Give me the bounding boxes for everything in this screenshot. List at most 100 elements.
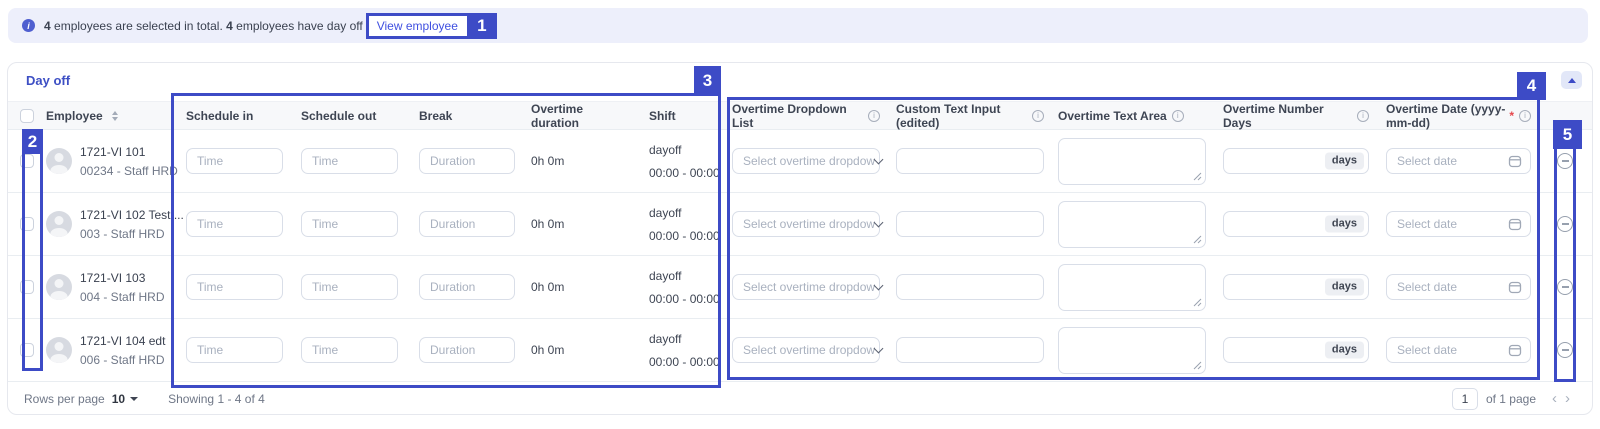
calendar-icon[interactable] xyxy=(1508,217,1522,231)
overtime-date-input[interactable] xyxy=(1386,274,1531,300)
days-suffix: days xyxy=(1324,152,1364,170)
next-page-button[interactable]: › xyxy=(1565,390,1570,407)
remove-row-button[interactable] xyxy=(1557,279,1573,295)
remove-row-button[interactable] xyxy=(1557,342,1573,358)
overtime-days-input[interactable] xyxy=(1223,337,1369,363)
schedule-out-input[interactable] xyxy=(301,274,398,300)
table-row: 1721-VI 104 edt 006 - Staff HRD 0h 0m da… xyxy=(8,319,1592,382)
info-icon[interactable]: i xyxy=(1171,109,1184,122)
select-all-checkbox[interactable] xyxy=(20,108,34,123)
info-icon[interactable]: i xyxy=(1357,109,1369,122)
break-input[interactable] xyxy=(419,211,515,237)
annotation-box-3: 3 xyxy=(171,66,721,388)
overtime-duration-value: 0h 0m xyxy=(531,154,565,168)
showing-text: Showing 1 - 4 of 4 xyxy=(168,391,265,406)
shift-hours: 00:00 - 00:00 xyxy=(649,291,720,306)
overtime-dropdown[interactable]: Select overtime dropdow xyxy=(732,211,884,237)
shift-hours: 00:00 - 00:00 xyxy=(649,228,720,243)
info-icon: i xyxy=(22,19,35,32)
custom-text-input[interactable] xyxy=(896,337,1044,363)
employee-code: 004 - Staff HRD xyxy=(80,289,165,304)
schedule-in-input[interactable] xyxy=(186,148,283,174)
overtime-textarea[interactable] xyxy=(1058,200,1206,248)
pagination: of 1 page ‹ › xyxy=(1451,382,1570,415)
avatar xyxy=(46,274,72,300)
sort-icon[interactable] xyxy=(111,110,118,121)
overtime-textarea[interactable] xyxy=(1058,263,1206,311)
header-schedule-in: Schedule in xyxy=(186,108,254,123)
overtime-duration-value: 0h 0m xyxy=(531,343,565,357)
schedule-out-input[interactable] xyxy=(301,337,398,363)
banner-text: 4 employees are selected in total. 4 emp… xyxy=(44,19,363,33)
schedule-out-input[interactable] xyxy=(301,211,398,237)
avatar xyxy=(46,337,72,363)
banner-segment-2: employees have day off xyxy=(236,18,363,33)
custom-text-input[interactable] xyxy=(896,148,1044,174)
header-overtime-duration: Overtime duration xyxy=(531,101,584,130)
selected-count: 4 xyxy=(44,18,51,33)
table-row: 1721-VI 103 004 - Staff HRD 0h 0m dayoff… xyxy=(8,256,1592,319)
overtime-dropdown[interactable]: Select overtime dropdow xyxy=(732,337,884,363)
break-input[interactable] xyxy=(419,337,515,363)
page-number-input[interactable] xyxy=(1451,387,1478,410)
calendar-icon[interactable] xyxy=(1508,343,1522,357)
overtime-date-input[interactable] xyxy=(1386,337,1531,363)
custom-text-input[interactable] xyxy=(896,274,1044,300)
dayoff-count: 4 xyxy=(226,18,233,33)
annotation-box-5: 5 xyxy=(1553,120,1582,382)
overtime-textarea[interactable] xyxy=(1058,326,1206,374)
resize-handle-icon xyxy=(1193,298,1202,306)
header-shift: Shift xyxy=(649,108,676,123)
header-employee: Employee xyxy=(46,108,103,123)
overtime-dropdown[interactable]: Select overtime dropdow xyxy=(732,274,884,300)
remove-row-button[interactable] xyxy=(1557,216,1573,232)
view-employee-link[interactable]: View employee xyxy=(376,18,458,33)
overtime-date-input[interactable] xyxy=(1386,211,1531,237)
annotation-2-chip: 2 xyxy=(22,129,43,154)
overtime-duration-value: 0h 0m xyxy=(531,217,565,231)
shift-type: dayoff xyxy=(649,268,682,283)
shift-cell: dayoff 00:00 - 00:00 xyxy=(649,143,720,180)
rows-per-page-select[interactable]: Rows per page 10 xyxy=(24,391,139,406)
overtime-date-input[interactable] xyxy=(1386,148,1531,174)
info-icon[interactable]: i xyxy=(1519,109,1531,122)
days-suffix: days xyxy=(1324,341,1364,359)
overtime-days-input[interactable] xyxy=(1223,211,1369,237)
break-input[interactable] xyxy=(419,148,515,174)
info-icon[interactable]: i xyxy=(868,109,880,122)
chevron-up-icon xyxy=(1567,77,1576,83)
shift-cell: dayoff 00:00 - 00:00 xyxy=(649,206,720,243)
page-count-label: of 1 page xyxy=(1485,391,1536,406)
employee-name: 1721-VI 104 edt xyxy=(80,333,166,348)
days-suffix: days xyxy=(1324,215,1364,233)
dropdown-placeholder: Select overtime dropdow xyxy=(743,217,876,231)
header-custom-text-input: Custom Text Input (edited) xyxy=(896,101,1001,130)
rows-per-page-label: Rows per page xyxy=(24,391,105,406)
employee-name: 1721-VI 101 xyxy=(80,144,146,159)
table-header: Employee Schedule in Schedule out Break … xyxy=(8,101,1592,130)
dropdown-placeholder: Select overtime dropdow xyxy=(743,343,876,357)
shift-hours: 00:00 - 00:00 xyxy=(649,165,720,180)
shift-hours: 00:00 - 00:00 xyxy=(649,354,720,369)
header-overtime-dropdown: Overtime Dropdown List xyxy=(732,101,847,130)
overtime-textarea[interactable] xyxy=(1058,137,1206,185)
resize-handle-icon xyxy=(1193,172,1202,180)
header-break: Break xyxy=(419,108,453,123)
annotation-box-4: 4 xyxy=(727,72,1546,380)
schedule-in-input[interactable] xyxy=(186,274,283,300)
schedule-in-input[interactable] xyxy=(186,211,283,237)
info-icon[interactable]: i xyxy=(1032,109,1044,122)
schedule-out-input[interactable] xyxy=(301,148,398,174)
employee-code: 003 - Staff HRD xyxy=(80,226,165,241)
shift-cell: dayoff 00:00 - 00:00 xyxy=(649,332,720,369)
previous-page-button[interactable]: ‹ xyxy=(1552,390,1557,407)
calendar-icon[interactable] xyxy=(1508,280,1522,294)
schedule-in-input[interactable] xyxy=(186,337,283,363)
remove-row-button[interactable] xyxy=(1557,153,1573,169)
break-input[interactable] xyxy=(419,274,515,300)
custom-text-input[interactable] xyxy=(896,211,1044,237)
annotation-1-chip: 1 xyxy=(466,12,497,39)
collapse-panel-button[interactable] xyxy=(1561,71,1582,89)
overtime-dropdown[interactable]: Select overtime dropdow xyxy=(732,148,884,174)
calendar-icon[interactable] xyxy=(1508,154,1522,168)
